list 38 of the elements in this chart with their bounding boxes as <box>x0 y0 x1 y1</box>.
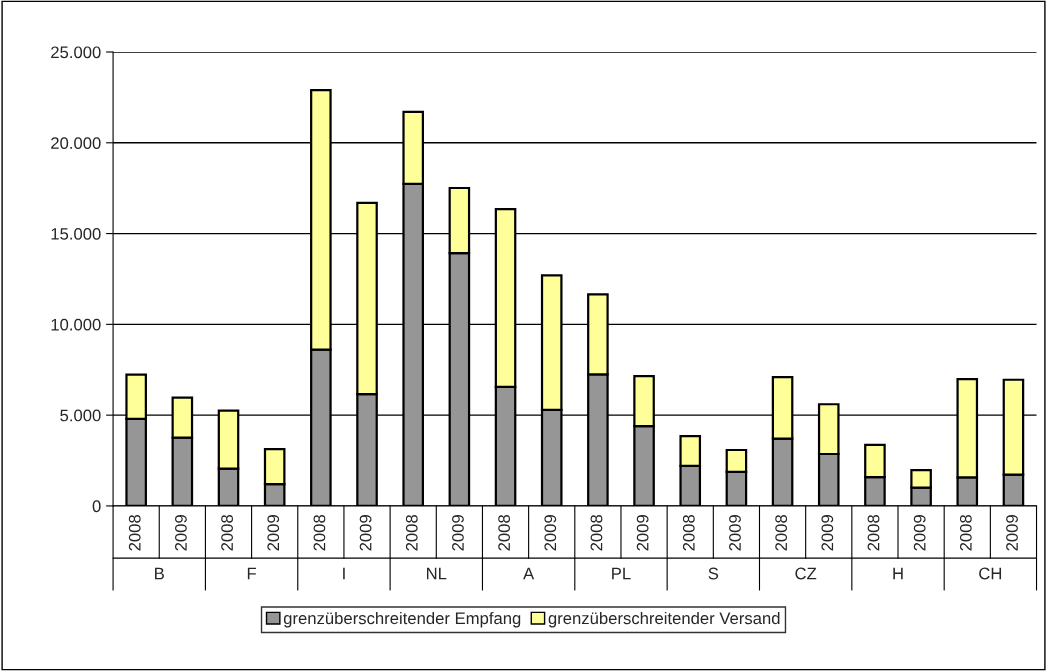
x-tick-label: 2009 <box>267 515 280 551</box>
y-tick-label: 25.000 <box>51 46 101 59</box>
x-tick-label: 2009 <box>1006 515 1018 551</box>
legend-label: grenzüberschreitender Versand <box>548 611 780 628</box>
x-tick-label: 2008 <box>682 514 695 551</box>
x-tick-label: 2008 <box>775 514 788 551</box>
text: S <box>708 567 719 580</box>
text: A <box>523 567 535 580</box>
text: PL <box>612 567 631 580</box>
y-tick-label: 15.000 <box>51 227 101 240</box>
text: NL <box>427 567 447 580</box>
y-tick-label: 5.000 <box>60 409 101 422</box>
x-tick-label: 2008 <box>590 514 603 551</box>
text: I <box>343 567 345 580</box>
x-tick-label: 2009 <box>359 515 372 551</box>
x-tick-label: 2009 <box>729 515 741 551</box>
y-tick-label: 20.000 <box>51 137 101 149</box>
x-tick-label: 2008 <box>221 514 233 551</box>
x-tick-label: 2008 <box>128 514 141 551</box>
text: CZ <box>795 567 817 580</box>
x-tick-label: 2008 <box>867 514 880 551</box>
x-tick-label: 2008 <box>405 514 418 551</box>
legend-label: grenzüberschreitender Empfang <box>283 611 521 628</box>
x-tick-label: 2009 <box>175 515 187 551</box>
text: F <box>247 567 257 580</box>
text: B <box>155 567 164 580</box>
x-tick-label: 2009 <box>821 515 834 551</box>
x-tick-label: 2008 <box>498 514 511 551</box>
text: CH <box>979 567 1002 580</box>
y-tick-label: 10.000 <box>51 318 101 331</box>
x-tick-label: 2009 <box>913 515 926 551</box>
x-tick-label: 2008 <box>959 514 972 551</box>
x-tick-label: 2009 <box>452 515 464 551</box>
x-tick-label: 2008 <box>313 514 326 551</box>
x-tick-label: 2009 <box>544 515 557 551</box>
y-tick-label: 0 <box>92 500 101 513</box>
text: H <box>893 567 903 580</box>
x-tick-label: 2009 <box>636 515 649 551</box>
